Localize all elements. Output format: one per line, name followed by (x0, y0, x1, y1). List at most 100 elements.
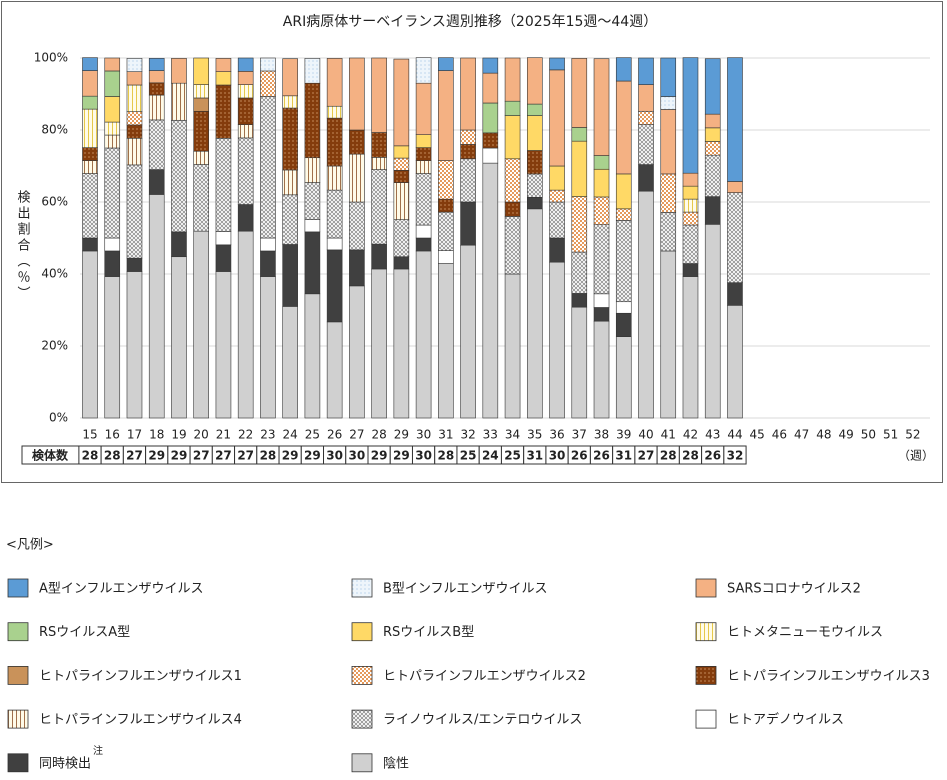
bar-segment (215, 231, 232, 246)
bar-segment (504, 216, 521, 275)
bar-segment (482, 102, 499, 134)
bar-segment (615, 312, 632, 337)
bar-segment (526, 57, 543, 105)
legend-swatch (695, 578, 717, 598)
bar-segment (704, 196, 721, 225)
x-tick-label: 35 (527, 428, 542, 442)
bar-segment (460, 57, 476, 131)
x-tick-label: 17 (127, 428, 142, 442)
bar-segment (438, 211, 454, 251)
bar-segment (371, 268, 387, 419)
x-tick-label: 24 (283, 428, 298, 442)
x-tick-label: 34 (505, 428, 520, 442)
bar-segment (660, 109, 677, 175)
bar-segment (126, 58, 143, 72)
bar-segment (593, 224, 610, 295)
x-tick-label: 18 (149, 428, 164, 442)
x-tick-label: 49 (839, 428, 854, 442)
bar-segment (104, 237, 121, 252)
bar-segment (571, 127, 588, 142)
bar-segment (326, 189, 343, 239)
y-tick-label: 20% (41, 339, 68, 353)
x-tick-label: 20 (194, 428, 209, 442)
bar-segment (682, 276, 699, 419)
bar-segment (104, 70, 121, 97)
x-tick-label: 26 (327, 428, 342, 442)
count-value: 24 (482, 449, 499, 463)
bar-segment (615, 57, 632, 82)
bar-segment (704, 224, 721, 419)
bar-segment (104, 121, 121, 136)
bar-segment (104, 57, 121, 72)
bar-segment (660, 96, 677, 110)
bar-segment (326, 117, 343, 167)
bar-segment (549, 165, 565, 191)
bar-segment (593, 307, 610, 322)
bar-segment (215, 58, 232, 72)
count-value: 30 (415, 449, 432, 463)
bar-segment (371, 157, 387, 170)
bar-segment (415, 82, 432, 135)
bar-segment (393, 256, 410, 270)
chart-frame (1, 1, 943, 483)
bar-segment (571, 251, 588, 294)
bar-segment (393, 182, 410, 220)
legend-label: ヒトパラインフルエンザウイルス4 (39, 713, 242, 728)
count-value: 27 (638, 449, 655, 463)
bar-segment (482, 132, 499, 149)
bar-segment (304, 58, 321, 84)
legend-swatch (7, 622, 29, 642)
bar-segment (126, 137, 143, 166)
bar-segment (237, 84, 254, 99)
bar-segment (326, 237, 343, 251)
bar-segment (393, 219, 410, 258)
bar-segment (304, 157, 321, 183)
bar-segment (260, 276, 276, 419)
bar-segment (260, 237, 276, 252)
bar-segment (104, 250, 121, 277)
x-tick-label: 31 (438, 428, 453, 442)
bar-segment (704, 154, 721, 197)
x-tick-label: 15 (82, 428, 97, 442)
x-tick-label: 52 (905, 428, 920, 442)
bar-segment (593, 196, 610, 225)
bar-segment (504, 57, 521, 102)
bar-segment (660, 212, 677, 252)
count-value: 29 (171, 449, 188, 463)
bar-segment (215, 71, 232, 86)
bar-segment (193, 150, 209, 165)
bar-segment (549, 201, 565, 239)
count-value: 25 (460, 449, 477, 463)
bar-segment (82, 57, 98, 71)
bar-segment (104, 147, 121, 239)
bar-segment (193, 84, 209, 99)
count-value: 30 (549, 449, 566, 463)
bar-segment (682, 185, 699, 200)
bar-segment (415, 224, 432, 239)
x-tick-label: 33 (483, 428, 498, 442)
bar-segment (371, 132, 387, 158)
bar-segment (727, 305, 743, 419)
x-tick-label: 36 (549, 428, 564, 442)
bar-segment (571, 140, 588, 197)
bar-segment (638, 164, 654, 192)
bar-segment (393, 145, 410, 159)
bar-segment (193, 57, 209, 85)
x-tick-label: 48 (816, 428, 831, 442)
count-value: 29 (393, 449, 410, 463)
bar-segment (148, 70, 165, 84)
count-value: 28 (437, 449, 454, 463)
bar-segment (571, 306, 588, 419)
bar-segment (660, 173, 677, 213)
count-value: 25 (504, 449, 521, 463)
x-tick-label: 27 (349, 428, 364, 442)
bar-segment (549, 237, 565, 263)
bar-segment (504, 158, 521, 203)
bar-segment (638, 124, 654, 165)
count-value: 29 (371, 449, 388, 463)
bar-segment (704, 113, 721, 129)
chart-title: ARI病原体サーベイランス週別推移（2025年15週～44週） (283, 14, 657, 30)
bar-segment (393, 268, 410, 419)
bar-segment (148, 169, 165, 195)
bar-segment (682, 263, 699, 277)
